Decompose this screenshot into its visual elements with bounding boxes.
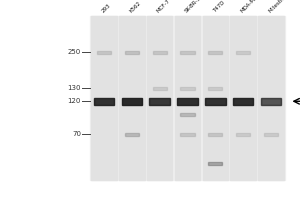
Bar [175,16,200,180]
Text: T47D: T47D [212,0,226,14]
Bar [208,162,222,165]
Text: 250: 250 [68,49,81,55]
Bar [181,51,194,54]
Bar [264,133,278,136]
Bar [122,98,142,105]
Bar [205,98,226,105]
Text: 120: 120 [68,98,81,104]
Bar [97,51,111,54]
Bar [90,16,285,180]
Bar [208,133,222,136]
Bar [125,51,139,54]
Bar [125,133,139,136]
Bar [181,133,194,136]
Bar [208,51,222,54]
Bar [91,16,117,180]
Text: MCF-7: MCF-7 [156,0,172,14]
Text: 293: 293 [100,3,111,14]
Bar [119,16,145,180]
Bar [261,98,281,105]
Bar [181,113,194,116]
Bar [236,51,250,54]
Bar [181,87,194,90]
Bar [94,98,114,105]
Bar [236,133,250,136]
Text: MDA-MB-453: MDA-MB-453 [240,0,268,14]
Bar [202,16,228,180]
Bar [153,51,167,54]
Bar [147,16,172,180]
Text: SK-BR-3: SK-BR-3 [184,0,202,14]
Text: M.testis: M.testis [268,0,286,14]
Text: 70: 70 [72,131,81,137]
Bar [149,98,170,105]
Bar [230,16,256,180]
Text: K562: K562 [128,1,142,14]
Bar [233,98,253,105]
Bar [153,87,167,90]
Bar [177,98,198,105]
Text: 130: 130 [68,85,81,91]
Bar [258,16,284,180]
Bar [208,87,222,90]
